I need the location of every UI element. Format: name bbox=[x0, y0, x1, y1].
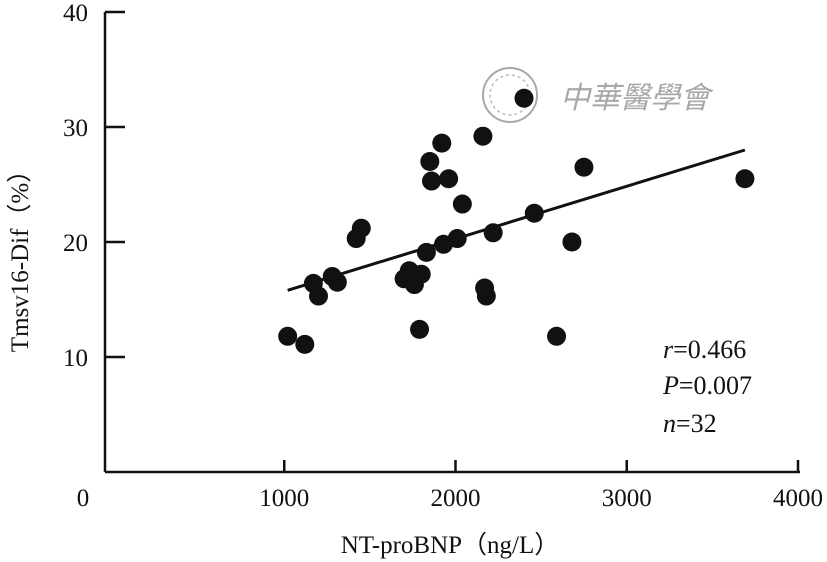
data-point bbox=[574, 157, 594, 177]
stat-r-symbol: r bbox=[663, 335, 674, 364]
watermark-seal bbox=[482, 67, 538, 123]
stat-p-symbol: P bbox=[662, 371, 679, 400]
data-point bbox=[476, 286, 496, 306]
data-point bbox=[562, 232, 582, 252]
data-point bbox=[514, 88, 534, 108]
data-point bbox=[422, 171, 442, 191]
data-point bbox=[410, 319, 430, 339]
data-point bbox=[278, 326, 298, 346]
x-tick-label: 4000 bbox=[773, 485, 823, 512]
stat-r: r=0.466 bbox=[663, 335, 746, 364]
data-point bbox=[411, 264, 431, 284]
y-tick-label: 10 bbox=[63, 345, 88, 372]
data-point bbox=[473, 126, 493, 146]
data-point bbox=[351, 218, 371, 238]
stat-n-symbol: n bbox=[663, 409, 676, 438]
data-point bbox=[309, 286, 328, 306]
data-point bbox=[432, 133, 452, 153]
data-point bbox=[452, 194, 472, 214]
points-group bbox=[278, 88, 755, 354]
data-point bbox=[735, 169, 755, 189]
y-tick-label: 40 bbox=[63, 0, 88, 27]
x-tick-label: 1000 bbox=[259, 485, 309, 512]
stat-p-value: =0.007 bbox=[679, 371, 752, 400]
y-tick-label: 30 bbox=[63, 115, 88, 142]
stat-p: P=0.007 bbox=[662, 371, 752, 400]
trendline-group bbox=[287, 148, 746, 292]
x-tick-label: 0 bbox=[77, 485, 90, 512]
x-axis-title: NT-proBNP（ng/L） bbox=[341, 531, 560, 559]
x-tick-label: 3000 bbox=[602, 485, 652, 512]
data-point bbox=[524, 203, 544, 223]
stat-n: n=32 bbox=[663, 409, 717, 438]
data-point bbox=[327, 272, 347, 292]
stat-n-value: =32 bbox=[676, 409, 717, 438]
y-axis-title: Tmsv16-Dif（%） bbox=[6, 158, 34, 352]
ticks: 0 1000 2000 3000 4000 10 20 30 40 bbox=[63, 0, 823, 512]
watermark-text: 中華醫學會 bbox=[560, 82, 714, 115]
data-point bbox=[295, 334, 315, 354]
regression-line bbox=[287, 148, 746, 292]
y-tick-label: 20 bbox=[63, 230, 88, 257]
data-point bbox=[447, 229, 467, 249]
data-point bbox=[547, 326, 567, 346]
data-point bbox=[420, 152, 440, 171]
watermark: 中華醫學會 bbox=[482, 67, 714, 123]
data-point bbox=[416, 242, 436, 262]
data-point bbox=[483, 223, 503, 243]
x-tick-label: 2000 bbox=[431, 485, 481, 512]
data-point bbox=[439, 169, 459, 189]
stat-r-value: =0.466 bbox=[673, 335, 746, 364]
